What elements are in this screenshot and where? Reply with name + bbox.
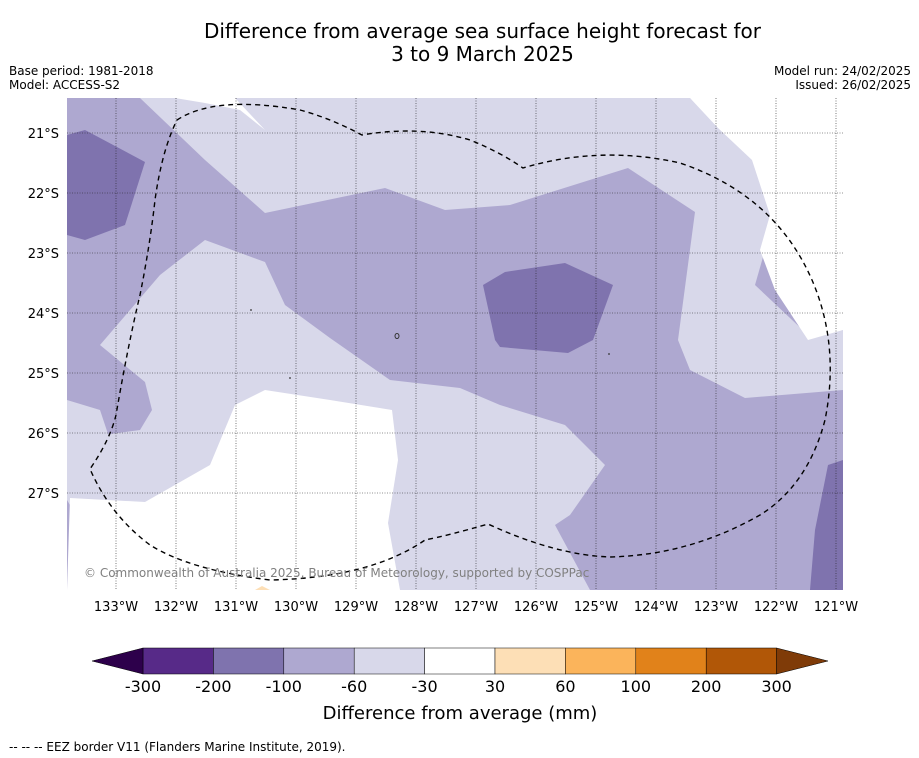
map-figure: © Commonwealth of Australia 2025, Bureau… xyxy=(28,98,858,615)
longitude-axis: 133°W 132°W 131°W 130°W 129°W 128°W 127°… xyxy=(94,600,858,615)
island-marker xyxy=(289,377,291,379)
colorbar-tick-label: -30 xyxy=(412,677,438,696)
lon-tick-label: 122°W xyxy=(754,600,798,615)
zone-positive-patch xyxy=(255,586,270,590)
eez-border xyxy=(89,103,831,581)
lon-tick-label: 129°W xyxy=(334,600,378,615)
colorbar-segment xyxy=(424,647,496,675)
lon-tick-label: 123°W xyxy=(694,600,738,615)
zone-upper-white xyxy=(565,98,843,340)
island-marker xyxy=(608,353,610,355)
colorbar-segment xyxy=(705,647,777,675)
issued-date: Issued: 26/02/2025 xyxy=(795,78,911,92)
grid-lines xyxy=(67,98,843,590)
lat-tick-label: 23°S xyxy=(28,247,59,262)
title-line-2: 3 to 9 March 2025 xyxy=(391,42,574,66)
chart-title: Difference from average sea surface heig… xyxy=(0,20,919,66)
model-run: Model run: 24/02/2025 xyxy=(773,64,911,78)
model-name: Model: ACCESS-S2 xyxy=(9,78,121,92)
eez-legend-note: -- -- -- EEZ border V11 (Flanders Marine… xyxy=(9,740,346,754)
lat-tick-label: 22°S xyxy=(28,187,59,202)
colorbar-tick-label: -60 xyxy=(341,677,367,696)
island-marker xyxy=(394,333,400,339)
colorbar-ticks: -300 -200 -100 -60 -30 30 60 100 200 300 xyxy=(125,677,792,696)
zone-center-dark xyxy=(483,263,613,353)
colorbar-segment xyxy=(565,647,637,675)
latitude-axis: 21°S 22°S 23°S 24°S 25°S 26°S 27°S xyxy=(28,127,59,502)
lon-tick-label: 128°W xyxy=(394,600,438,615)
lat-tick-label: 24°S xyxy=(28,307,59,322)
lon-tick-label: 130°W xyxy=(274,600,318,615)
colorbar-figure: -300 -200 -100 -60 -30 30 60 100 200 300 Differen… xyxy=(91,647,829,724)
lat-tick-label: 26°S xyxy=(28,427,59,442)
colorbar-tick-label: 200 xyxy=(691,677,722,696)
island-marker xyxy=(250,309,252,311)
zone-northwest-dark xyxy=(67,130,145,240)
zone-upper-light xyxy=(140,98,843,398)
colorbar-segment xyxy=(142,647,214,675)
colorbar-segment xyxy=(494,647,566,675)
lon-tick-label: 126°W xyxy=(514,600,558,615)
meta-left: Base period: 1981-2018 Model: ACCESS-S2 xyxy=(9,64,154,92)
lon-tick-label: 132°W xyxy=(154,600,198,615)
base-period: Base period: 1981-2018 xyxy=(9,64,154,78)
colorbar-segment xyxy=(213,647,285,675)
lon-tick-label: 124°W xyxy=(634,600,678,615)
lat-tick-label: 21°S xyxy=(28,127,59,142)
zone-left-light xyxy=(67,400,110,470)
colorbar-segment xyxy=(353,647,425,675)
zone-southwest-white xyxy=(67,390,400,590)
title-line-1: Difference from average sea surface heig… xyxy=(203,19,762,43)
colorbar-tick-label: -200 xyxy=(195,677,231,696)
colorbar-segment xyxy=(283,647,355,675)
copyright-notice: © Commonwealth of Australia 2025, Bureau… xyxy=(84,566,589,580)
lon-tick-label: 133°W xyxy=(94,600,138,615)
colorbar-title: Difference from average (mm) xyxy=(323,703,598,724)
zone-southeast-dark xyxy=(810,460,843,590)
colorbar-tick-label: 300 xyxy=(761,677,792,696)
lon-tick-label: 131°W xyxy=(214,600,258,615)
lon-tick-label: 125°W xyxy=(574,600,618,615)
colorbar-segment xyxy=(635,647,707,675)
colorbar-under-arrow xyxy=(91,647,144,675)
map-plot-area: © Commonwealth of Australia 2025, Bureau… xyxy=(67,98,843,590)
colorbar-tick-label: -100 xyxy=(266,677,302,696)
colorbar-tick-label: 100 xyxy=(621,677,652,696)
colorbar-tick-label: -300 xyxy=(125,677,161,696)
lat-tick-label: 27°S xyxy=(28,487,59,502)
lat-tick-label: 25°S xyxy=(28,367,59,382)
colorbar xyxy=(91,647,829,675)
meta-right: Model run: 24/02/2025 Issued: 26/02/2025 xyxy=(774,64,911,92)
colorbar-tick-label: 60 xyxy=(555,677,575,696)
zone-northwest-white xyxy=(175,98,265,130)
colorbar-tick-label: 30 xyxy=(485,677,505,696)
lon-tick-label: 127°W xyxy=(454,600,498,615)
colorbar-over-arrow xyxy=(776,647,829,675)
lon-tick-label: 121°W xyxy=(814,600,858,615)
